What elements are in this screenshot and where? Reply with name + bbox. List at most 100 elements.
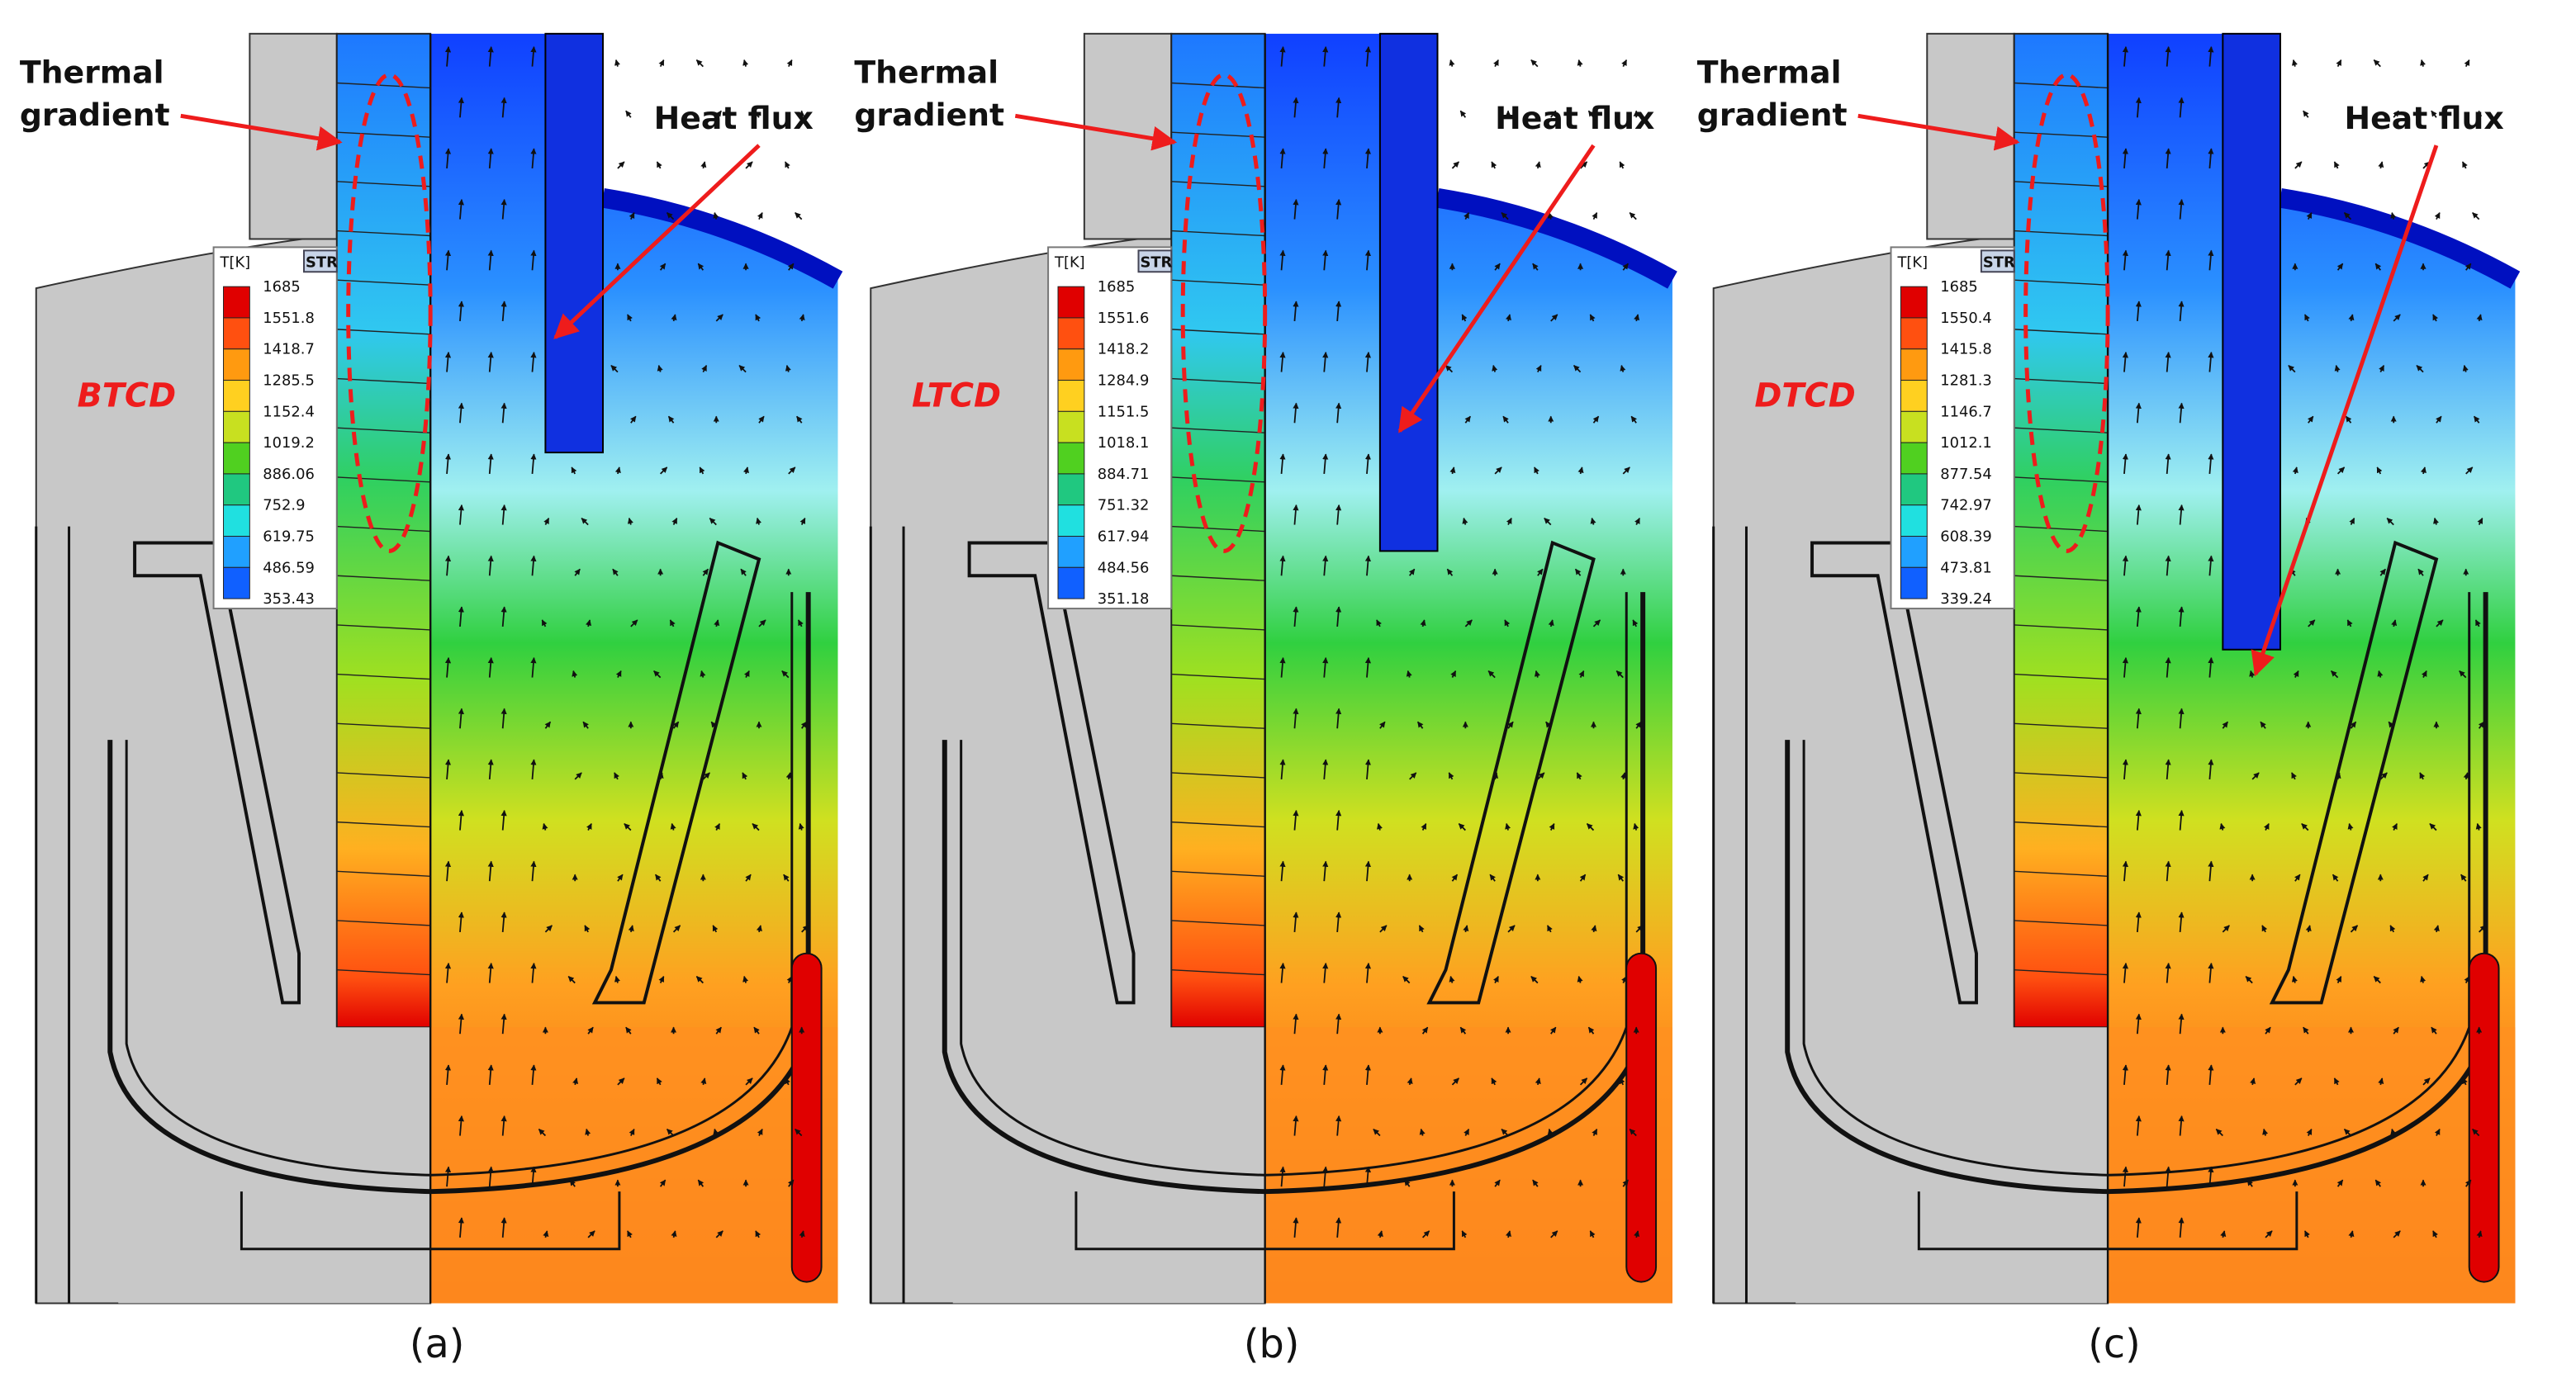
flux-arrow xyxy=(796,415,803,424)
flux-arrow xyxy=(2465,1179,2472,1187)
flux-arrow xyxy=(1550,1026,1557,1035)
flux-arrow xyxy=(1364,46,1372,67)
flux-arrow xyxy=(617,161,625,169)
flux-arrow xyxy=(1364,352,1372,372)
flux-arrow xyxy=(1364,453,1372,474)
flux-arrow xyxy=(1532,1179,1539,1187)
legend-level: 877.54 xyxy=(1940,466,1992,483)
flux-arrow xyxy=(1534,466,1539,475)
isotherm xyxy=(1171,821,1265,828)
isotherm xyxy=(1171,722,1265,729)
flux-arrow xyxy=(2463,772,2469,780)
flux-arrow xyxy=(2262,1128,2269,1136)
flux-arrow xyxy=(2475,822,2482,831)
flux-arrow xyxy=(1335,97,1342,118)
flux-arrow xyxy=(1491,161,1497,169)
flux-arrow xyxy=(2330,670,2339,679)
legend-level: 1551.8 xyxy=(263,310,315,327)
flux-arrow xyxy=(795,212,803,220)
flux-arrow xyxy=(458,912,464,932)
heat-flux-label: Heat flux xyxy=(1495,100,1654,136)
flux-arrow xyxy=(487,555,494,576)
flux-arrow xyxy=(1550,110,1557,118)
legend-level: 484.56 xyxy=(1098,559,1150,576)
flux-arrow xyxy=(1379,925,1388,933)
flux-arrow xyxy=(781,670,790,679)
flux-arrow xyxy=(530,249,537,271)
flux-arrow xyxy=(444,148,452,169)
flux-arrow xyxy=(1322,759,1329,779)
flux-arrow xyxy=(2122,1064,2129,1085)
flux-arrow xyxy=(1622,466,1630,475)
flux-arrow xyxy=(1573,365,1582,373)
flux-arrow xyxy=(2122,352,2129,372)
flux-arrow xyxy=(444,1064,452,1085)
flux-arrow xyxy=(1293,1115,1299,1136)
flux-arrow xyxy=(758,619,766,627)
heat-flux-label: Heat flux xyxy=(2345,100,2504,136)
legend-badge-bg xyxy=(302,249,338,273)
flux-arrow xyxy=(738,365,747,373)
flux-arrow xyxy=(1502,415,1509,424)
flux-arrow xyxy=(742,772,748,780)
flux-arrow xyxy=(1501,212,1509,220)
flux-arrow xyxy=(742,59,749,67)
flux-arrow xyxy=(1279,759,1286,779)
flux-arrow xyxy=(2465,466,2474,475)
flux-arrow xyxy=(2178,912,2185,932)
legend-swatch xyxy=(1057,380,1085,412)
flux-arrow xyxy=(2178,199,2185,220)
flux-arrow xyxy=(544,925,553,933)
legend-level: 1550.4 xyxy=(1940,310,1992,327)
flux-arrow xyxy=(699,466,705,475)
heater xyxy=(133,540,761,1005)
flux-arrow xyxy=(742,975,749,983)
flux-arrow xyxy=(1364,656,1372,678)
flux-arrow xyxy=(1461,314,1468,322)
flux-arrow xyxy=(2208,352,2214,372)
flux-arrow xyxy=(582,721,589,729)
flux-arrow xyxy=(444,453,452,474)
flux-arrow xyxy=(1587,1026,1595,1035)
legend-title: T[K] xyxy=(220,253,251,271)
flux-arrow xyxy=(1364,249,1372,271)
flux-arrow xyxy=(543,1230,549,1238)
flux-arrow xyxy=(2432,1230,2439,1238)
flux-arrow xyxy=(2347,822,2354,831)
flux-arrow xyxy=(500,809,507,831)
isotherm xyxy=(336,525,431,533)
flux-arrow xyxy=(753,110,760,118)
flux-arrow xyxy=(587,1026,594,1035)
flux-arrow xyxy=(2336,975,2342,983)
flux-arrow xyxy=(786,975,793,983)
flux-arrow xyxy=(2473,415,2480,424)
flux-arrow xyxy=(799,517,806,525)
flux-arrow xyxy=(2303,1230,2310,1238)
flux-arrow xyxy=(2377,670,2384,678)
flux-arrow xyxy=(542,822,548,831)
flux-arrow xyxy=(713,1128,719,1136)
flux-arrow xyxy=(1449,975,1455,983)
flux-arrow xyxy=(672,721,680,729)
flux-arrow xyxy=(614,59,620,67)
isotherm xyxy=(1171,82,1265,89)
legend-swatch xyxy=(223,442,250,475)
flux-arrow xyxy=(617,1077,625,1086)
legend-swatch xyxy=(223,566,250,599)
legend-badge: STR xyxy=(1140,253,1172,271)
flux-arrow xyxy=(444,656,452,678)
flux-arrow xyxy=(2245,975,2253,984)
flux-arrow xyxy=(2122,555,2129,576)
flux-arrow xyxy=(530,1166,537,1187)
flux-arrow xyxy=(700,161,707,169)
flux-arrow xyxy=(1493,975,1499,983)
flux-arrow xyxy=(2219,822,2226,831)
flux-arrow xyxy=(788,466,796,475)
flux-arrow xyxy=(666,212,675,220)
flux-arrow xyxy=(1535,161,1541,169)
flux-arrow xyxy=(702,772,710,780)
flux-arrow xyxy=(572,1077,579,1086)
legend-swatch xyxy=(1900,442,1928,475)
legend-swatch xyxy=(1057,410,1085,443)
flux-arrow xyxy=(500,1013,507,1035)
